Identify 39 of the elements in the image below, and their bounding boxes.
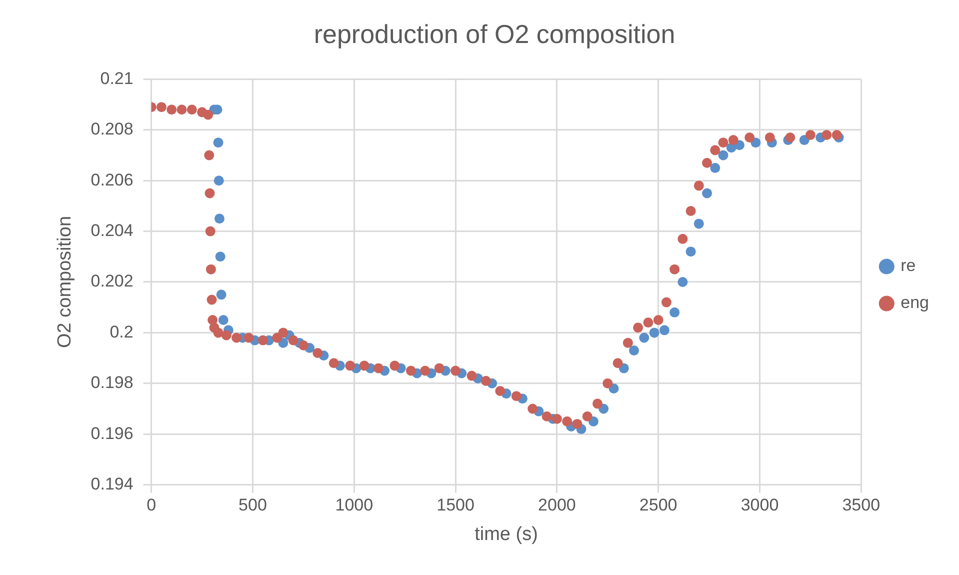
y-tick-label: 0.198 bbox=[90, 373, 134, 392]
y-tick-label: 0.196 bbox=[90, 424, 134, 443]
point bbox=[215, 252, 226, 262]
point bbox=[659, 325, 670, 336]
x-tick-label: 1000 bbox=[335, 496, 374, 515]
point bbox=[639, 332, 650, 343]
y-tick-label: 0.206 bbox=[90, 170, 134, 190]
x-tick-label: 2000 bbox=[538, 496, 576, 515]
y-tick-label: 0.204 bbox=[90, 220, 134, 240]
y-tick-label: 0.2 bbox=[110, 322, 134, 342]
x-tick-label: 0 bbox=[146, 496, 156, 515]
legend-label: re bbox=[900, 256, 916, 276]
point bbox=[694, 218, 704, 229]
x-tick-label: 3500 bbox=[842, 496, 880, 515]
point bbox=[718, 150, 728, 160]
y-axis-title: O2 composition bbox=[54, 216, 76, 348]
point bbox=[702, 188, 712, 198]
point bbox=[678, 277, 688, 287]
point bbox=[218, 315, 228, 326]
y-tick-label: 0.194 bbox=[90, 474, 134, 494]
point bbox=[710, 162, 720, 173]
x-tick-label: 2500 bbox=[639, 496, 678, 515]
point bbox=[214, 176, 224, 186]
x-tick-label: 500 bbox=[238, 496, 267, 515]
x-axis-title: time (s) bbox=[474, 524, 538, 545]
legend-label: eng bbox=[900, 293, 930, 312]
point bbox=[670, 307, 680, 318]
point bbox=[216, 290, 226, 300]
x-tick-label: 1500 bbox=[436, 496, 474, 515]
point bbox=[214, 214, 224, 224]
chart-title: reproduction of O2 composition bbox=[314, 18, 676, 49]
point bbox=[686, 246, 696, 257]
y-tick-label: 0.21 bbox=[100, 68, 134, 88]
point bbox=[629, 345, 639, 356]
y-tick-label: 0.202 bbox=[90, 272, 134, 291]
point bbox=[649, 328, 660, 338]
x-tick-label: 3000 bbox=[740, 496, 779, 515]
y-tick-label: 0.208 bbox=[90, 120, 134, 139]
point bbox=[213, 138, 224, 148]
